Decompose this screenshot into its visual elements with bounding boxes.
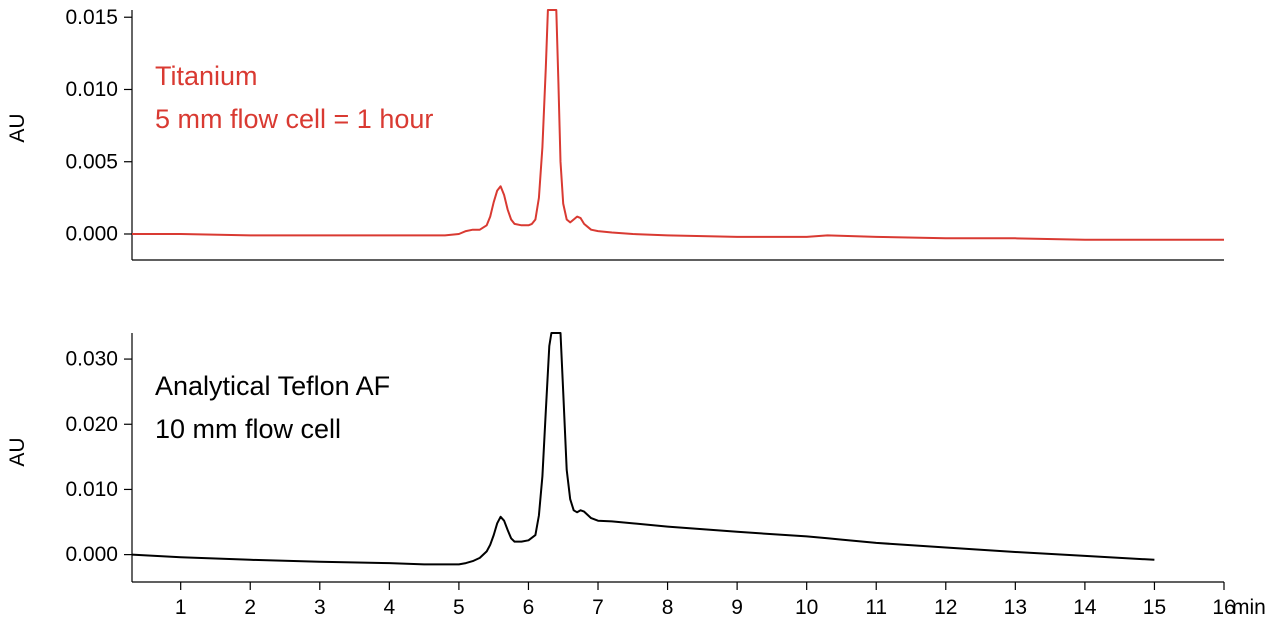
x-tick-label: 6: [523, 596, 535, 619]
top-y-tick-label: 0.000: [65, 223, 118, 246]
x-tick-label: 15: [1143, 596, 1166, 619]
top-y-tick-label: 0.005: [65, 150, 118, 173]
x-tick-label: 16: [1212, 596, 1235, 619]
bottom-panel: 0.000 0.010 0.020 0.030 AU Analytical Te…: [6, 332, 1266, 619]
x-tick-label: 12: [934, 596, 957, 619]
bottom-y-tick-label: 0.030: [65, 348, 118, 371]
bottom-y-tick-label: 0.000: [65, 543, 118, 566]
bottom-y-tick-label: 0.010: [65, 478, 118, 501]
bottom-annotation-line-1: Analytical Teflon AF: [155, 371, 390, 401]
x-tick-label: 7: [592, 596, 604, 619]
top-y-tick-label: 0.015: [65, 6, 118, 29]
x-tick-label: 14: [1073, 596, 1097, 619]
titanium-trace-line: [132, 9, 1224, 241]
x-tick-label: 10: [795, 596, 818, 619]
x-tick-label: 8: [662, 596, 674, 619]
x-axis-title: min: [1232, 596, 1266, 619]
x-tick-label: 13: [1004, 596, 1027, 619]
x-tick-label: 4: [384, 596, 396, 619]
x-axis-ticks: 1 2 3 4 5 6 7 8 9 10 11 12 13 14 15 16: [175, 582, 1236, 619]
x-tick-label: 9: [731, 596, 743, 619]
bottom-annotation-line-2: 10 mm flow cell: [155, 414, 341, 444]
top-annotation-line-1: Titanium: [155, 61, 258, 91]
x-tick-label: 2: [244, 596, 256, 619]
top-y-axis-title: AU: [6, 113, 29, 142]
x-tick-label: 5: [453, 596, 465, 619]
x-tick-label: 11: [865, 596, 887, 619]
teflon-af-trace-line: [131, 332, 1155, 566]
bottom-y-axis-title: AU: [6, 437, 29, 466]
top-annotation-line-2: 5 mm flow cell = 1 hour: [155, 104, 433, 134]
top-panel: 0.000 0.005 0.010 0.015 AU Titanium 5 mm…: [6, 6, 1224, 261]
top-y-tick-label: 0.010: [65, 78, 118, 101]
x-tick-label: 1: [175, 596, 187, 619]
x-tick-label: 3: [314, 596, 326, 619]
bottom-y-tick-label: 0.020: [65, 413, 118, 436]
